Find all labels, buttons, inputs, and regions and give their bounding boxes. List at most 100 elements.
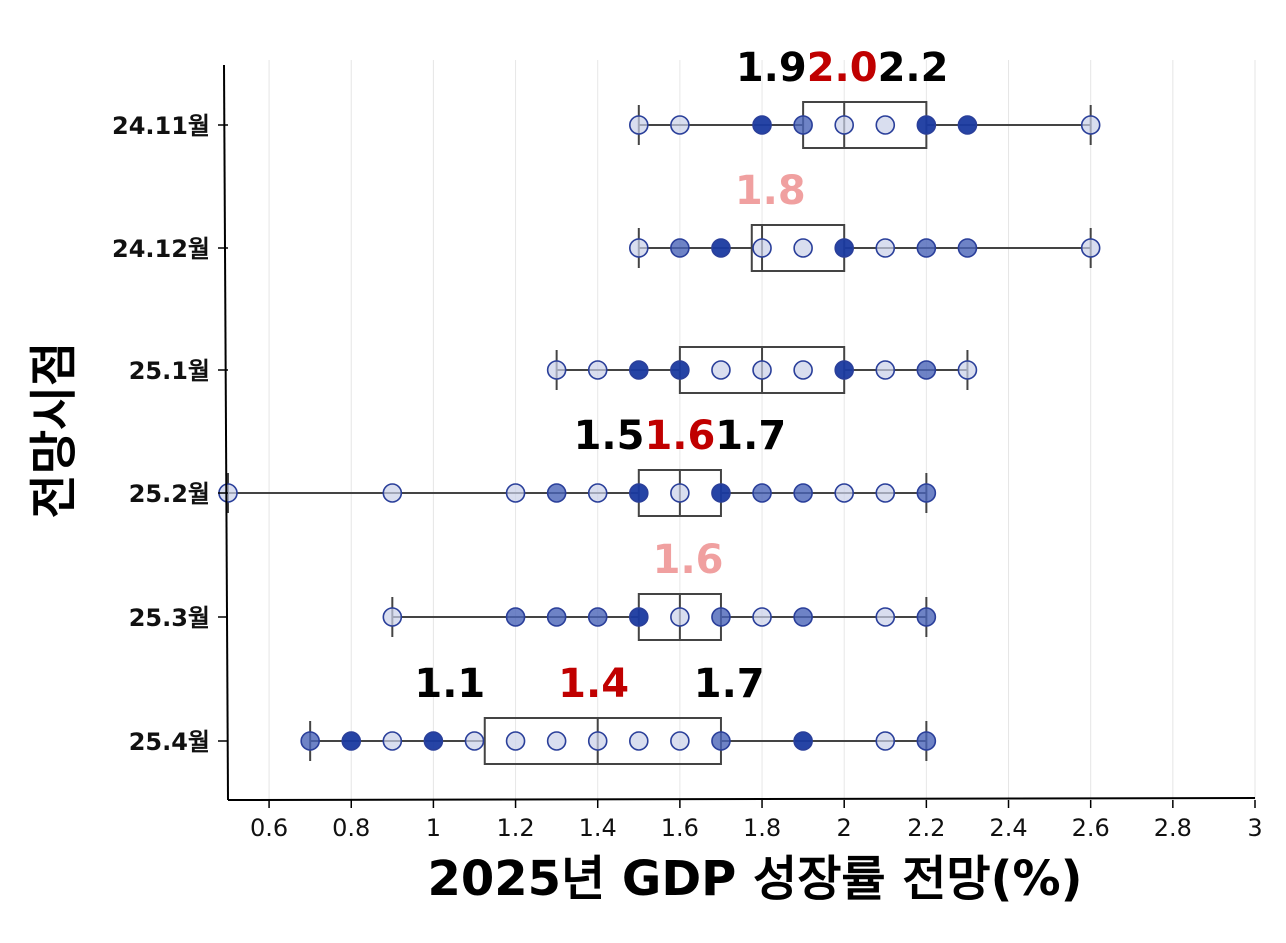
data-point [875,731,896,751]
x-tick-label: 1.6 [661,814,699,842]
data-point [628,731,649,751]
data-point [670,483,690,503]
x-tick-label: 1.4 [579,814,617,842]
box [802,101,928,149]
data-point [628,607,649,627]
data-point [382,607,403,627]
data-point [670,607,690,627]
annotation-part: 1.7 [715,413,786,459]
data-point [957,115,978,135]
data-point [341,731,362,751]
data-point [505,483,526,503]
data-point [546,607,567,627]
data-point [711,731,731,751]
x-tick-label: 2.2 [907,814,945,842]
data-point [834,360,855,380]
annotation-part: 1.8 [735,168,806,214]
annotation-part: 1.6 [653,537,724,583]
axes: 0.6 0.8 1 1.2 1.4 1.6 1.8 2 2.2 2.4 2.6 2.8 3 24.11월 2… [112,64,1263,842]
data-point [546,360,567,380]
data-point [916,360,937,380]
data-point [793,115,813,135]
data-point [670,238,690,258]
data-point [916,483,937,503]
annotation-part: 1.6 [644,413,715,459]
y-tick-label: 25.1월 [129,357,210,385]
data-point [957,360,978,380]
data-point [834,238,855,258]
x-axis-title: 2025년 GDP 성장률 전망(%) [427,851,1082,907]
data-point [752,483,772,503]
data-point [834,483,855,503]
data-point [382,483,403,503]
data-point [505,607,526,627]
y-tick-label: 25.2월 [129,480,210,508]
data-point [587,360,608,380]
y-tick-label: 25.4월 [129,728,210,756]
data-point [711,607,731,627]
data-point [916,238,937,258]
data-point [670,115,690,135]
data-point [834,115,855,135]
data-point [752,360,772,380]
data-point [546,483,567,503]
y-axis-line [223,64,229,801]
x-tick-label: 2.8 [1154,814,1192,842]
x-tick-label: 1.8 [743,814,781,842]
data-point [875,115,896,135]
data-point [628,238,649,258]
x-tick-label: 2 [837,814,852,842]
data-point [670,360,690,380]
data-point [587,607,608,627]
data-point [423,731,444,751]
value-annotation: 1.1 [414,661,485,707]
data-point [916,731,937,751]
data-point [382,731,403,751]
data-point [793,238,813,258]
data-point [711,360,731,380]
points-series [218,115,1101,751]
data-point [1080,238,1101,258]
data-point [628,115,649,135]
data-point [916,607,937,627]
data-point [711,483,731,503]
data-point [464,731,485,751]
data-point [916,115,937,135]
data-point [752,115,772,135]
data-point [752,607,772,627]
annotation-part: 2.0 [807,45,878,91]
data-point [793,731,813,751]
value-annotation: 1.4 [558,661,629,707]
data-point [505,731,526,751]
data-point [957,238,978,258]
x-tick-label: 2.4 [989,814,1027,842]
y-tick-label: 24.12월 [112,235,210,263]
data-point [875,238,896,258]
x-tick-label: 3 [1247,814,1262,842]
value-annotations: 1.92.02.21.81.51.61.71.61.1 1.4 1.7 [414,45,948,707]
data-point [546,731,567,751]
data-point [1080,115,1101,135]
value-annotation: 1.92.02.2 [736,45,949,91]
grid-lines [268,60,1256,800]
x-tick-label: 0.6 [250,814,288,842]
data-point [875,483,896,503]
x-tick-label: 1.2 [496,814,534,842]
data-point [670,731,690,751]
value-annotation: 1.8 [735,168,806,214]
data-point [875,607,896,627]
data-point [793,607,813,627]
data-point [793,360,813,380]
data-point [300,731,320,751]
annotation-part: 1.9 [736,45,807,91]
data-point [875,360,896,380]
data-point [793,483,813,503]
annotation-part: 1.5 [574,413,645,459]
data-point [587,483,608,503]
data-point [587,731,608,751]
y-axis-title: 전망시점 [26,342,82,519]
x-tick-label: 2.6 [1072,814,1110,842]
y-tick-label: 25.3월 [129,604,210,632]
data-point [711,238,731,258]
